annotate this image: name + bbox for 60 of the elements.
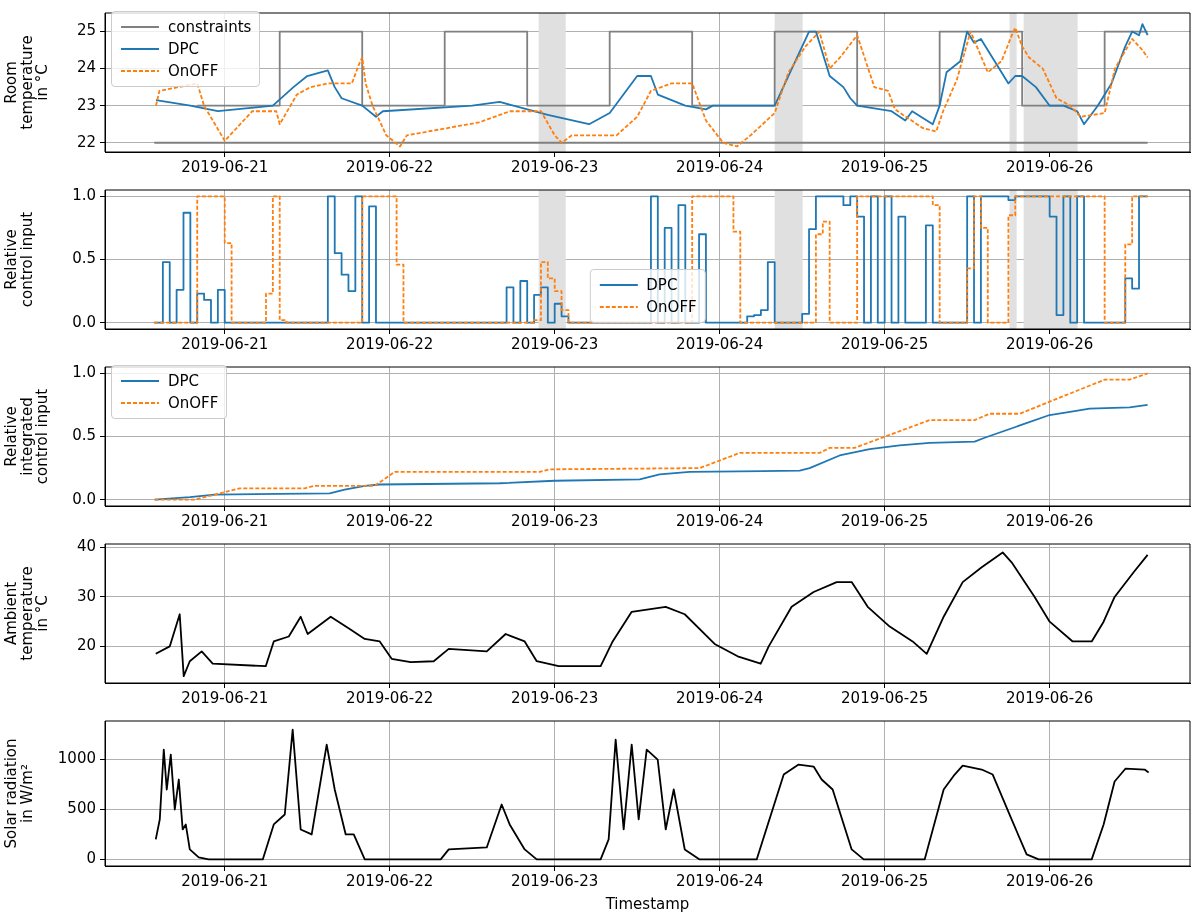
x-tick-label: 2019-06-26 bbox=[1006, 157, 1094, 176]
x-tick-label: 2019-06-26 bbox=[1006, 511, 1094, 530]
x-tick-label: 2019-06-24 bbox=[676, 871, 764, 890]
x-tick-label: 2019-06-23 bbox=[511, 511, 599, 530]
legend-label: constraints bbox=[168, 17, 252, 38]
x-tick-label: 2019-06-21 bbox=[181, 871, 269, 890]
x-tick-label: 2019-06-25 bbox=[841, 157, 929, 176]
x-tick-label: 2019-06-22 bbox=[346, 688, 434, 707]
x-tick-label: 2019-06-22 bbox=[346, 511, 434, 530]
y-tick-label: 0 bbox=[86, 849, 96, 868]
x-tick-label: 2019-06-21 bbox=[181, 688, 269, 707]
y-tick-label: 30 bbox=[76, 586, 96, 605]
x-tick-label: 2019-06-25 bbox=[841, 871, 929, 890]
legend-label: DPC bbox=[646, 275, 678, 296]
x-tick-label: 2019-06-25 bbox=[841, 688, 929, 707]
x-tick-label: 2019-06-24 bbox=[676, 334, 764, 353]
y-axis-title: Solar radiation in W/m² bbox=[1, 738, 36, 849]
x-tick-label: 2019-06-22 bbox=[346, 157, 434, 176]
y-tick-label: 40 bbox=[76, 537, 96, 556]
legend-label: OnOFF bbox=[168, 393, 219, 414]
x-tick-label: 2019-06-26 bbox=[1006, 871, 1094, 890]
y-tick-label: 500 bbox=[67, 799, 96, 818]
y-axis-title: Relative control input bbox=[1, 211, 36, 308]
legend-label: DPC bbox=[168, 39, 200, 60]
y-tick-label: 20 bbox=[76, 636, 96, 655]
y-tick-label: 1.0 bbox=[72, 363, 96, 382]
legend-label: OnOFF bbox=[168, 61, 219, 82]
x-tick-label: 2019-06-23 bbox=[511, 334, 599, 353]
legend-label: OnOFF bbox=[646, 297, 697, 318]
x-tick-label: 2019-06-23 bbox=[511, 157, 599, 176]
x-tick-label: 2019-06-23 bbox=[511, 871, 599, 890]
x-tick-label: 2019-06-26 bbox=[1006, 334, 1094, 353]
x-tick-label: 2019-06-24 bbox=[676, 157, 764, 176]
y-tick-label: 1.0 bbox=[72, 186, 96, 205]
y-tick-label: 0.0 bbox=[72, 312, 96, 331]
y-tick-label: 24 bbox=[76, 58, 96, 77]
y-tick-label: 25 bbox=[76, 21, 96, 40]
x-tick-label: 2019-06-21 bbox=[181, 157, 269, 176]
x-tick-label: 2019-06-25 bbox=[841, 334, 929, 353]
x-tick-label: 2019-06-26 bbox=[1006, 688, 1094, 707]
y-tick-label: 0.5 bbox=[72, 426, 96, 445]
y-tick-label: 0.5 bbox=[72, 249, 96, 268]
x-tick-label: 2019-06-25 bbox=[841, 511, 929, 530]
x-tick-label: 2019-06-22 bbox=[346, 871, 434, 890]
line-series bbox=[153, 372, 1149, 501]
x-tick-label: 2019-06-22 bbox=[346, 334, 434, 353]
x-axis-title: Timestamp bbox=[604, 894, 690, 913]
y-axis-title: Ambient temperature in °C bbox=[1, 566, 52, 661]
y-tick-label: 1000 bbox=[57, 749, 96, 768]
legend-label: DPC bbox=[168, 371, 200, 392]
x-tick-label: 2019-06-24 bbox=[676, 688, 764, 707]
y-axis-title: Room temperature in °C bbox=[1, 35, 52, 130]
x-tick-label: 2019-06-21 bbox=[181, 334, 269, 353]
x-tick-label: 2019-06-23 bbox=[511, 688, 599, 707]
y-tick-label: 23 bbox=[76, 95, 96, 114]
y-tick-label: 0.0 bbox=[72, 489, 96, 508]
x-tick-label: 2019-06-21 bbox=[181, 511, 269, 530]
y-tick-label: 22 bbox=[76, 132, 96, 151]
y-axis-title: Relative integrated control input bbox=[1, 388, 52, 485]
x-tick-label: 2019-06-24 bbox=[676, 511, 764, 530]
